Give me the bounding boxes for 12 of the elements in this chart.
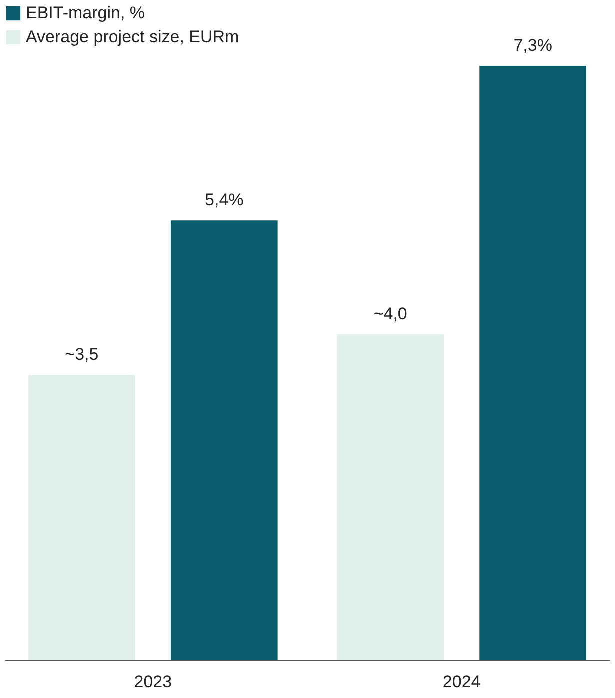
x-tick-label: 2024 [442,672,481,692]
bar [28,375,136,660]
bar [480,66,586,660]
data-label: ~3,5 [65,345,99,364]
legend-label: Average project size, EURm [26,28,240,46]
bar [337,334,444,660]
data-label: 5,4% [205,190,244,210]
legend-label: EBIT-margin, % [26,4,146,22]
x-tick-label: 2023 [134,672,172,692]
data-label: 7,3% [514,36,552,55]
data-label: ~4,0 [374,304,408,324]
bar [170,220,278,660]
